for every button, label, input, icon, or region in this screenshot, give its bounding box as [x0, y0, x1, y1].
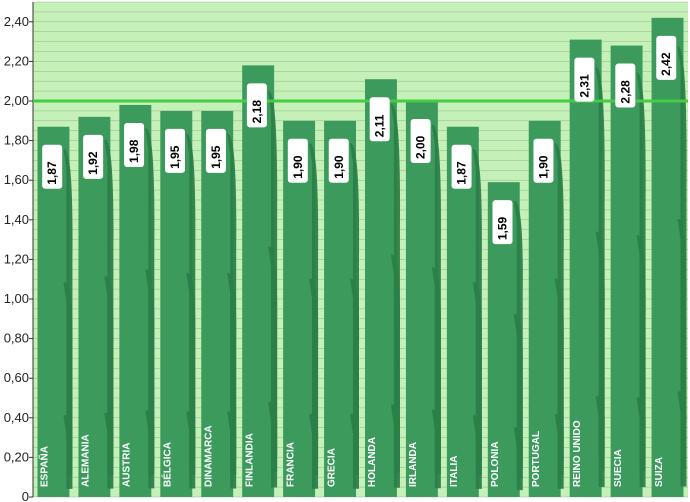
bar [283, 120, 316, 498]
bar-curl [431, 409, 441, 489]
value-label: 2,11 [373, 114, 387, 137]
value-label: 1,59 [496, 216, 510, 240]
y-tick-label: 1,60 [4, 172, 29, 187]
value-label: 1,95 [168, 145, 182, 169]
y-tick-label: 0 [22, 489, 29, 502]
value-label: 2,42 [659, 52, 673, 76]
bar-curl [63, 415, 73, 489]
bar-curl [595, 395, 605, 487]
y-tick-label: 1,00 [4, 291, 29, 306]
value-label-box [410, 119, 431, 163]
value-label: 1,90 [332, 155, 346, 179]
y-tick-label: 1,40 [4, 212, 29, 227]
value-label-box [287, 138, 308, 183]
category-label: ITALIA [449, 456, 460, 487]
value-label-box [42, 144, 63, 189]
bar [569, 39, 602, 498]
bars [37, 17, 687, 498]
value-label-box [83, 134, 104, 179]
value-label: 1,87 [45, 161, 59, 185]
bar [365, 79, 397, 497]
value-label: 2,31 [577, 74, 591, 98]
labels: ESPAÑA 1,87 ALEMANIA 1,92 AUSTRIA 1,98 BÉLGICA… [38, 35, 677, 487]
bar-curl [554, 413, 564, 489]
bar [78, 116, 111, 497]
value-label: 1,90 [291, 155, 305, 179]
value-label: 2,28 [618, 80, 632, 104]
value-label-box [328, 138, 349, 183]
y-tick-label: 0,60 [4, 370, 29, 385]
value-label-box [205, 128, 226, 173]
bar-curl [104, 412, 114, 489]
category-label: GRECIA [326, 448, 337, 487]
value-label: 1,87 [455, 161, 469, 185]
y-tick-label: 0,40 [4, 410, 29, 425]
category-label: ALEMANIA [81, 434, 92, 487]
bar-curl [268, 401, 278, 488]
bar-curl [472, 415, 482, 489]
value-label-box [656, 35, 677, 80]
bar [201, 110, 234, 498]
category-label: BÉLGICA [161, 442, 174, 487]
value-label-box [615, 63, 636, 108]
y-tick-label: 2,40 [4, 14, 29, 29]
category-label: HOLANDA [367, 437, 378, 487]
category-label: DINAMARCA [203, 425, 214, 487]
category-label: ESPAÑA [38, 446, 51, 487]
y-tick-label: 1,80 [4, 133, 29, 148]
bar [528, 120, 561, 498]
bar-curl [390, 404, 401, 488]
bar [242, 65, 275, 498]
value-label-box [533, 138, 554, 183]
value-label-box [574, 57, 595, 102]
y-tick-label: 2,00 [4, 93, 29, 108]
y-tick-label: 0,80 [4, 331, 29, 346]
category-label: FRANCIA [285, 442, 296, 487]
value-label: 1,95 [209, 145, 223, 169]
value-label: 1,90 [536, 155, 550, 179]
bar [324, 120, 356, 498]
y-axis: 0 0,20 0,40 0,60 0,80 1,00 1,20 1,40 1,60 1,80 2,0… [4, 2, 34, 502]
y-tick-label: 0,20 [4, 449, 29, 464]
value-label: 1,92 [86, 151, 100, 175]
bar-curl [309, 413, 319, 489]
category-label: AUSTRIA [122, 443, 133, 487]
value-label-box [451, 144, 472, 189]
category-label: POLONIA [490, 441, 501, 487]
value-label-box [124, 122, 145, 167]
value-label-box [246, 83, 267, 128]
y-tick-label: 2,20 [4, 53, 29, 68]
bar-curl [349, 413, 360, 489]
bar-curl [636, 397, 646, 488]
category-label: SUIZA [654, 457, 665, 487]
value-label-box [165, 128, 186, 173]
bar [610, 45, 643, 498]
bar [651, 17, 684, 498]
category-label: SUECIA [613, 449, 624, 487]
y-tick-label: 1,20 [4, 251, 29, 266]
value-label: 2,00 [414, 135, 428, 159]
category-label: PORTUGAL [531, 431, 542, 487]
category-label: REINO UNIDO [572, 420, 583, 487]
value-label-box [369, 97, 390, 142]
value-label: 2,18 [250, 100, 264, 124]
value-label: 1,98 [127, 139, 141, 163]
category-label: FINLANDIA [244, 433, 255, 487]
bar-curl [145, 410, 155, 489]
bar [405, 101, 438, 497]
bar-curl [677, 391, 687, 487]
bar-curl [186, 411, 196, 489]
bar-curl [227, 411, 237, 489]
category-label: IRLANDA [408, 442, 419, 487]
bar [160, 110, 193, 498]
bar [119, 104, 152, 498]
bar-curl [513, 427, 523, 491]
value-label-box [492, 200, 513, 245]
